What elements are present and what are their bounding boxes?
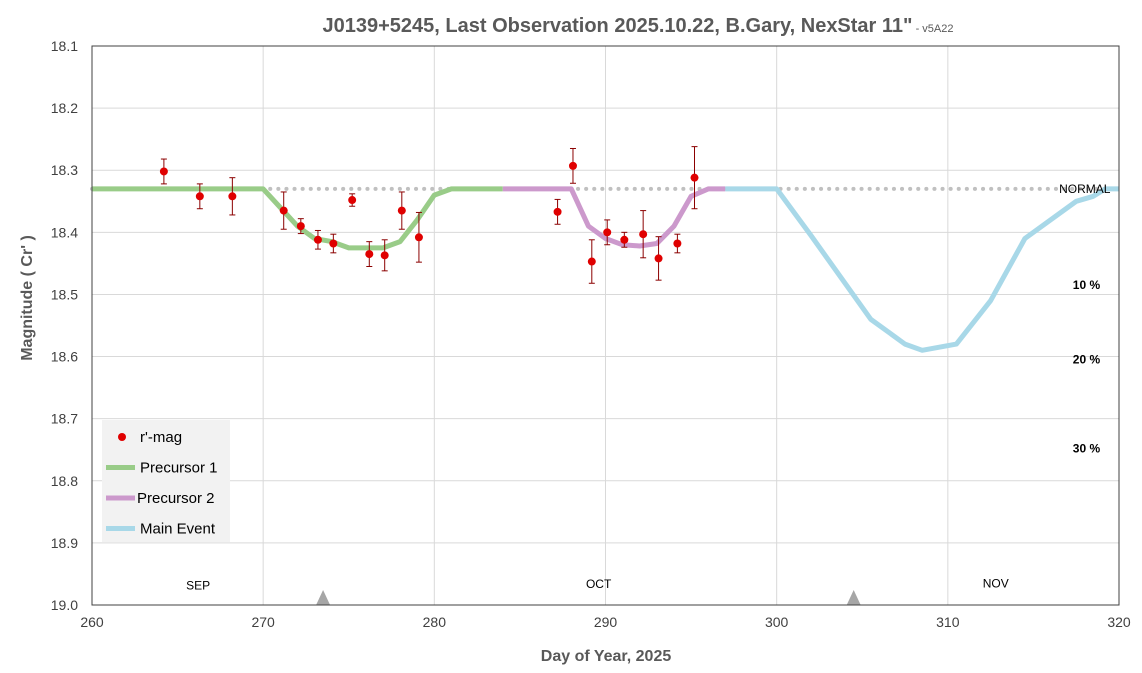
series-line-precursor-2 <box>502 186 726 249</box>
data-point <box>365 250 374 259</box>
x-tick-label: 260 <box>80 614 104 630</box>
data-point <box>348 196 357 205</box>
y-tick-label: 18.4 <box>51 224 78 240</box>
chart-title-suffix: - v5A22 <box>913 23 954 35</box>
annotation-label: 20 % <box>1073 353 1101 367</box>
y-tick-labels: 18.1 18.2 18.3 18.4 18.5 18.6 18.7 18.8 18.9 19.0 <box>51 38 78 613</box>
data-point <box>313 235 322 244</box>
month-labels: SEP OCT NOV <box>186 577 1009 593</box>
data-point <box>380 251 389 260</box>
observations <box>159 146 699 284</box>
x-tick-label: 270 <box>251 614 275 630</box>
markers <box>316 590 861 605</box>
data-point <box>673 239 682 248</box>
x-tick-label: 310 <box>936 614 960 630</box>
y-tick-label: 18.8 <box>51 473 78 489</box>
series-line-main-event <box>725 186 1119 353</box>
plot-frame <box>91 45 1120 606</box>
data-point <box>587 257 596 266</box>
legend-label: Precursor 1 <box>140 460 218 477</box>
month-label: OCT <box>586 577 612 591</box>
legend: r'-mag Precursor 1 Precursor 2 Main Event <box>102 420 230 542</box>
triangle-marker <box>316 590 331 605</box>
data-point <box>654 254 663 263</box>
annotation-label: 30 % <box>1073 441 1101 455</box>
data-point <box>553 207 562 216</box>
x-tick-label: 300 <box>765 614 789 630</box>
legend-marker <box>118 433 126 441</box>
y-tick-label: 18.7 <box>51 411 78 427</box>
legend-label: r'-mag <box>140 429 182 446</box>
data-point <box>690 173 699 182</box>
x-axis-label: Day of Year, 2025 <box>541 648 672 665</box>
data-point <box>620 235 629 244</box>
data-point <box>603 228 612 237</box>
data-point <box>159 167 168 176</box>
y-tick-label: 18.6 <box>51 349 78 365</box>
triangle-marker <box>846 590 861 605</box>
legend-label: Precursor 2 <box>137 490 215 507</box>
x-tick-label: 290 <box>594 614 618 630</box>
month-label: SEP <box>186 578 210 592</box>
y-tick-label: 18.3 <box>51 162 78 178</box>
y-tick-label: 18.2 <box>51 100 78 116</box>
y-tick-label: 18.9 <box>51 535 78 551</box>
y-tick-label: 19.0 <box>51 597 78 613</box>
data-point <box>639 230 648 239</box>
annotations: NORMAL 10 % 20 % 30 % <box>1059 182 1111 456</box>
chart-title: J0139+5245, Last Observation 2025.10.22,… <box>322 15 953 37</box>
y-axis-label: Magnitude ( Cr' ) <box>19 235 36 361</box>
x-tick-labels: 260 270 280 290 300 310 320 <box>80 614 1131 630</box>
data-point <box>228 192 237 201</box>
month-label: NOV <box>983 577 1009 591</box>
data-point <box>279 206 288 215</box>
data-point <box>296 222 305 231</box>
data-point <box>568 161 577 170</box>
y-tick-label: 18.5 <box>51 286 78 302</box>
annotation-label: NORMAL <box>1059 182 1111 196</box>
y-tick-label: 18.1 <box>51 38 78 54</box>
data-point <box>329 239 338 248</box>
chart-title-main: J0139+5245, Last Observation 2025.10.22,… <box>322 15 912 37</box>
data-point <box>195 192 204 201</box>
legend-label: Main Event <box>140 521 216 538</box>
x-tick-label: 320 <box>1107 614 1131 630</box>
x-tick-label: 280 <box>423 614 447 630</box>
annotation-label: 10 % <box>1073 278 1101 292</box>
data-point <box>414 233 423 242</box>
data-point <box>397 206 406 215</box>
